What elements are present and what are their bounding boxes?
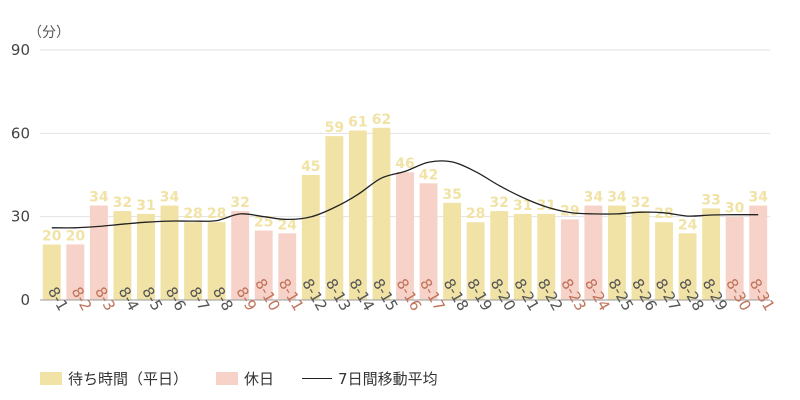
data-label: 45: [301, 159, 320, 175]
data-label: 32: [489, 195, 508, 211]
bar: [372, 127, 391, 301]
legend: 待ち時間（平日） 休日 7日間移動平均: [40, 366, 466, 390]
bar: [348, 130, 367, 300]
data-label: 62: [372, 112, 391, 128]
bar: [560, 219, 579, 300]
bar: [113, 211, 132, 300]
legend-label-weekday: 待ち時間（平日）: [68, 369, 189, 388]
y-tick-label: 30: [11, 208, 30, 226]
bar: [537, 213, 556, 300]
data-label: 33: [701, 192, 720, 208]
bar: [301, 175, 320, 300]
bar: [749, 205, 768, 300]
moving-average-line: [51, 160, 759, 229]
bar: [42, 244, 61, 300]
data-label: 28: [654, 206, 673, 222]
bar: [490, 211, 509, 300]
data-label: 25: [254, 215, 273, 231]
data-label: 34: [584, 190, 604, 206]
data-label: 31: [136, 198, 155, 214]
data-label: 29: [560, 203, 579, 219]
data-label: 46: [395, 156, 414, 172]
data-label: 42: [419, 167, 438, 183]
bars: [42, 127, 768, 301]
legend-swatch-moving-average: [302, 377, 333, 379]
data-label: 34: [607, 190, 627, 206]
data-label: 35: [442, 187, 461, 203]
legend-swatch-weekday: [40, 371, 62, 385]
data-label: 32: [230, 195, 249, 211]
data-label: 61: [348, 115, 367, 131]
data-label: 28: [183, 206, 202, 222]
legend-label-moving-average: 7日間移動平均: [338, 369, 438, 388]
bar: [137, 213, 155, 300]
legend-item-holiday: 休日: [216, 368, 274, 389]
bar: [678, 233, 697, 300]
legend-item-moving-average: 7日間移動平均: [302, 368, 438, 389]
bar: [184, 222, 203, 300]
bar: [325, 136, 344, 300]
data-label: 28: [466, 206, 485, 222]
data-label: 24: [278, 217, 298, 233]
bar: [396, 172, 414, 300]
y-tick-label: 0: [20, 291, 30, 309]
data-label: 24: [678, 217, 698, 233]
bar: [631, 211, 650, 300]
bar: [419, 183, 438, 300]
bar: [702, 208, 721, 300]
data-label: 32: [631, 195, 650, 211]
y-tick-label: 90: [11, 41, 30, 59]
data-label: 30: [725, 201, 745, 217]
legend-item-weekday: 待ち時間（平日）: [40, 368, 188, 389]
bar: [160, 205, 179, 300]
bar: [278, 233, 297, 300]
legend-swatch-holiday: [216, 371, 239, 385]
data-label: 31: [513, 198, 532, 214]
bar: [443, 202, 462, 300]
data-label: 32: [113, 195, 132, 211]
legend-label-holiday: 休日: [244, 369, 275, 388]
bar: [655, 222, 673, 300]
bar: [207, 222, 226, 300]
y-unit-label: （分）: [28, 25, 70, 41]
bar: [231, 211, 250, 300]
y-axis: 0 30 60 90: [11, 41, 30, 309]
y-tick-label: 60: [11, 124, 30, 142]
bar: [513, 213, 532, 300]
data-label: 20: [66, 228, 86, 244]
bar: [725, 216, 744, 300]
data-label: 34: [89, 190, 109, 206]
bar: [584, 205, 603, 300]
data-label: 34: [160, 190, 180, 206]
bar: [607, 205, 626, 300]
bar: [66, 244, 85, 300]
data-label: 34: [748, 190, 768, 206]
data-label: 31: [537, 198, 556, 214]
bar: [254, 230, 273, 300]
data-label: 20: [42, 228, 62, 244]
bar: [466, 222, 485, 300]
bar: [89, 205, 108, 300]
data-label: 28: [207, 206, 226, 222]
data-label: 59: [325, 120, 344, 136]
